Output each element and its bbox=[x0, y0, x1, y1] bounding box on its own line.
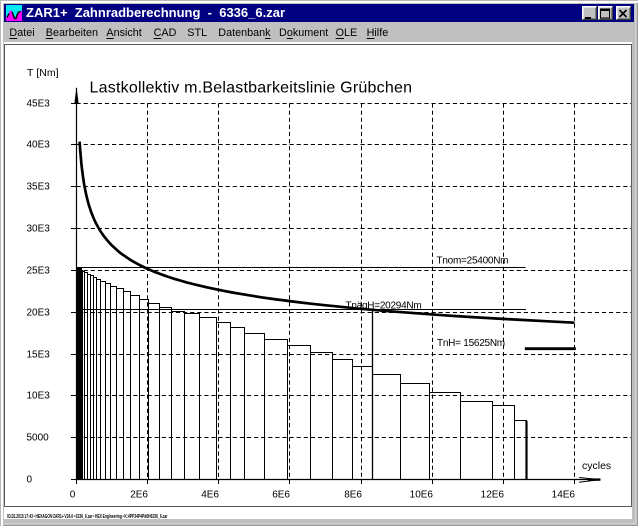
svg-text:15E3: 15E3 bbox=[27, 350, 51, 361]
svg-text:5000: 5000 bbox=[27, 433, 50, 444]
svg-text:cycles: cycles bbox=[582, 460, 611, 472]
svg-text:14E6: 14E6 bbox=[552, 490, 576, 501]
svg-text:8E6: 8E6 bbox=[344, 490, 362, 501]
svg-text:0: 0 bbox=[27, 475, 33, 486]
svg-text:6E6: 6E6 bbox=[272, 490, 290, 501]
svg-text:10E3: 10E3 bbox=[27, 391, 51, 402]
svg-text:20E3: 20E3 bbox=[27, 308, 51, 319]
svg-text:Lastkollektiv m.Belastbarkeits: Lastkollektiv m.Belastbarkeitslinie Grüb… bbox=[90, 80, 413, 97]
svg-text:2E6: 2E6 bbox=[130, 490, 148, 501]
svg-text:30E3: 30E3 bbox=[27, 224, 51, 235]
svg-text:4E6: 4E6 bbox=[201, 490, 219, 501]
svg-text:TnH= 15625Nm: TnH= 15625Nm bbox=[437, 338, 505, 349]
svg-text:35E3: 35E3 bbox=[27, 182, 51, 193]
svg-text:12E6: 12E6 bbox=[481, 490, 505, 501]
svg-text:40E3: 40E3 bbox=[27, 140, 51, 151]
svg-text:25E3: 25E3 bbox=[27, 266, 51, 277]
svg-text:Tnom=25400Nm: Tnom=25400Nm bbox=[437, 256, 509, 267]
svg-text:10E6: 10E6 bbox=[410, 490, 434, 501]
svg-text:TnäqH=20294Nm: TnäqH=20294Nm bbox=[346, 301, 422, 312]
svg-text:45E3: 45E3 bbox=[27, 99, 51, 110]
svg-text:T [Nm]: T [Nm] bbox=[27, 67, 59, 79]
svg-text:0: 0 bbox=[70, 490, 76, 501]
